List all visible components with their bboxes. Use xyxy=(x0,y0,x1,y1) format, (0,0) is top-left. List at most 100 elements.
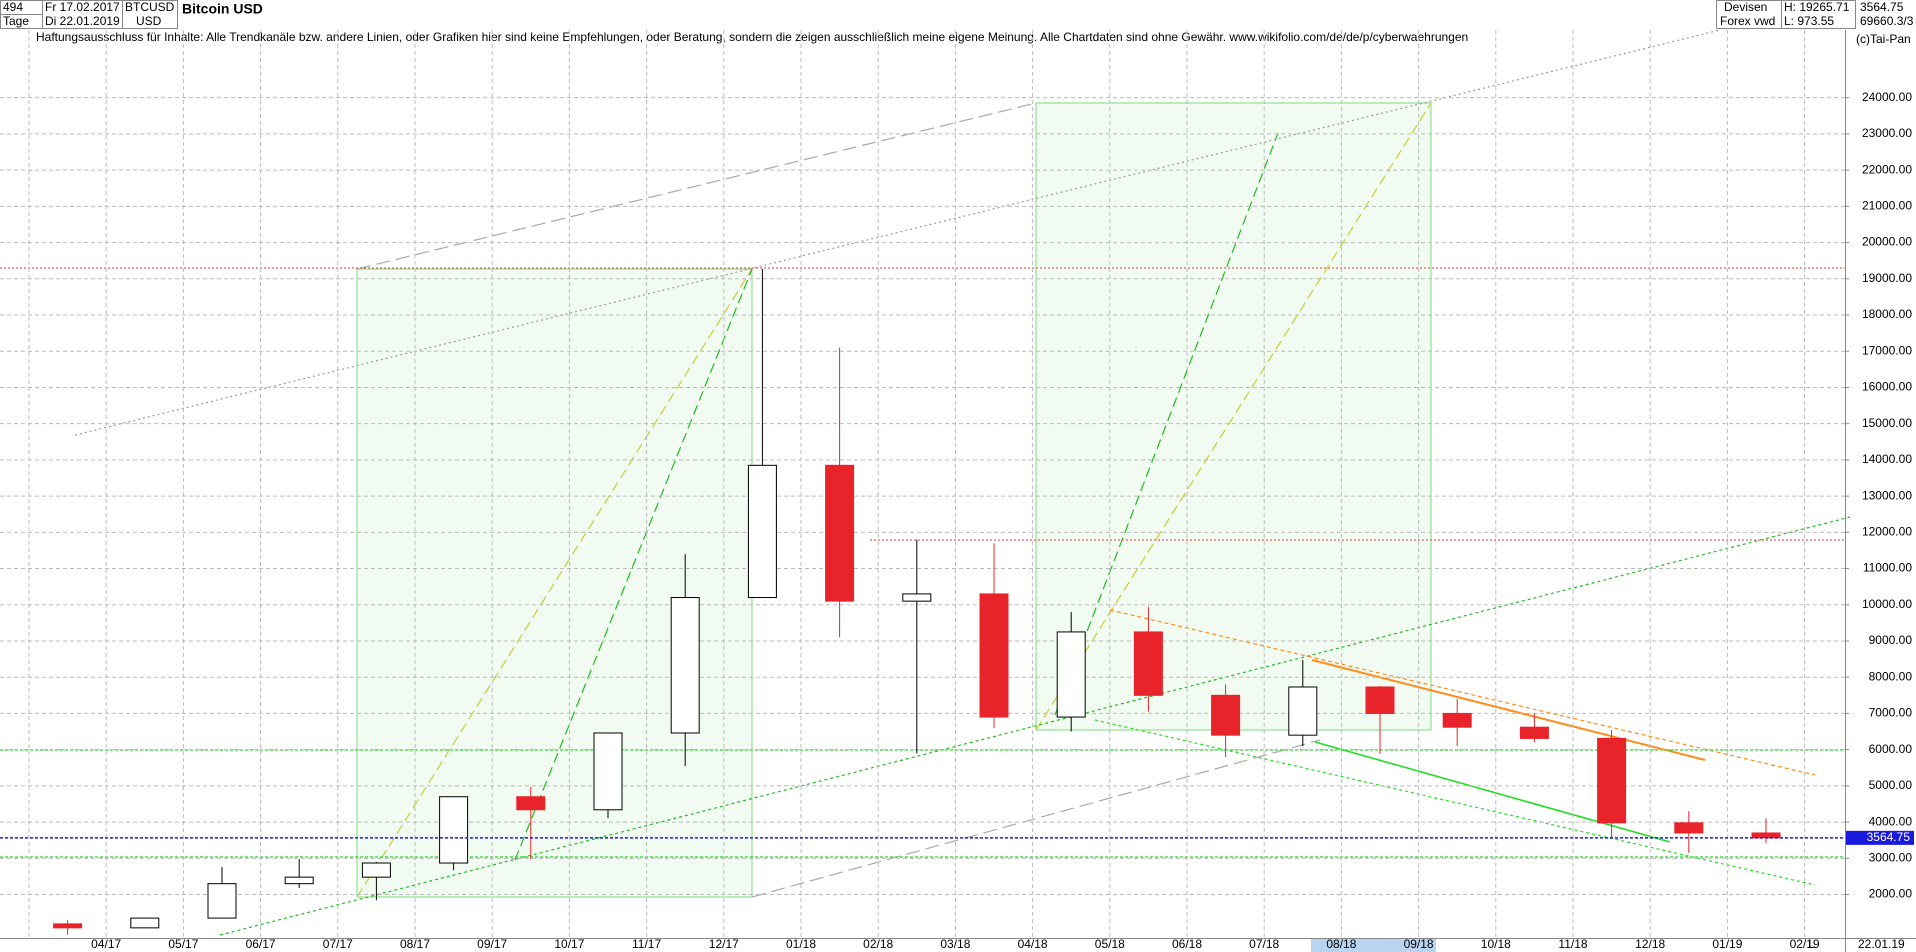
y-tick-label: 15000.00 xyxy=(1862,416,1912,430)
x-tick-label: 03/18 xyxy=(940,937,970,951)
x-tick-label: 02/19 xyxy=(1790,937,1820,951)
y-tick-label: 14000.00 xyxy=(1862,452,1912,466)
candle-body xyxy=(1597,737,1627,824)
footer-mark: L xyxy=(1808,937,1815,951)
y-tick-label: 13000.00 xyxy=(1862,488,1912,502)
period[interactable]: Tage xyxy=(3,14,29,28)
candle-body xyxy=(1442,712,1472,728)
x-tick-label: 08/17 xyxy=(400,937,430,951)
candle-body xyxy=(207,883,237,919)
candle-body xyxy=(1365,686,1395,714)
x-tick-label: 07/17 xyxy=(323,937,353,951)
trendline xyxy=(514,268,753,861)
source: Forex vwd xyxy=(1720,14,1775,28)
x-tick-label: 12/17 xyxy=(709,937,739,951)
x-tick-label: 05/17 xyxy=(168,937,198,951)
candle-body xyxy=(361,862,391,878)
x-tick-label: 11/18 xyxy=(1558,937,1587,951)
volume: 69660.3/3 xyxy=(1860,14,1914,28)
trendline xyxy=(356,102,1037,270)
x-tick-label: 09/18 xyxy=(1404,937,1434,951)
trendline xyxy=(751,739,1321,898)
x-tick-label: 07/18 xyxy=(1249,937,1279,951)
candle-body xyxy=(902,593,932,602)
trendline xyxy=(1109,609,1816,776)
y-tick-label: 6000.00 xyxy=(1869,742,1913,756)
x-tick-label: 11/17 xyxy=(632,937,661,951)
y-tick-label: 9000.00 xyxy=(1869,633,1913,647)
trendline xyxy=(1311,659,1706,761)
y-tick-label: 18000.00 xyxy=(1862,307,1912,321)
y-tick-label: 11000.00 xyxy=(1863,561,1912,575)
x-tick-label: 05/18 xyxy=(1095,937,1125,951)
low: L: 973.55 xyxy=(1784,14,1834,28)
y-tick-label: 19000.00 xyxy=(1862,271,1912,285)
y-tick-label: 7000.00 xyxy=(1869,706,1913,720)
candle-body xyxy=(284,876,314,885)
candle-body xyxy=(979,593,1009,718)
y-tick-label: 4000.00 xyxy=(1869,814,1913,828)
trendline xyxy=(356,268,753,898)
last-price-box xyxy=(1846,830,1914,845)
y-tick-label: 5000.00 xyxy=(1869,778,1913,792)
y-tick-label: 8000.00 xyxy=(1869,669,1913,683)
candle-body xyxy=(1288,686,1318,736)
header-box xyxy=(1781,0,1856,29)
x-tick-label: 09/17 xyxy=(477,937,507,951)
start-date: Fr 17.02.2017 xyxy=(45,0,120,14)
trendline xyxy=(1035,102,1432,731)
plot: 2000.00 3000.00 4000.00 5000.00 6000.00 7000.… xyxy=(0,30,1914,951)
candle-body xyxy=(747,464,777,599)
candle-body xyxy=(825,464,855,602)
y-tick-label: 21000.00 xyxy=(1862,199,1912,213)
currency: USD xyxy=(136,14,162,28)
y-tick-label: 2000.00 xyxy=(1869,887,1913,901)
candle-body xyxy=(593,732,623,811)
count[interactable]: 494 xyxy=(3,0,23,14)
trendline xyxy=(219,516,1851,936)
candle-body xyxy=(1056,631,1086,718)
y-tick-label: 23000.00 xyxy=(1862,126,1912,140)
y-tick-label: 10000.00 xyxy=(1862,597,1912,611)
candle-body xyxy=(1133,631,1163,696)
copyright: (c)Tai-Pan xyxy=(1856,32,1911,46)
header-box xyxy=(122,0,178,29)
y-tick-label: 22000.00 xyxy=(1862,162,1912,176)
x-tick-label: 12/18 xyxy=(1635,937,1665,951)
candle-body xyxy=(670,597,700,734)
trendline xyxy=(1054,132,1279,716)
y-tick-label: 3000.00 xyxy=(1869,850,1913,864)
y-tick-label: 20000.00 xyxy=(1862,235,1912,249)
last-price-label: 3564.75 xyxy=(1867,830,1911,844)
x-tick-label: 04/18 xyxy=(1018,937,1048,951)
candle-body xyxy=(439,796,469,864)
disclaimer: Haftungsausschluss für Inhalte: Alle Tre… xyxy=(36,30,1468,44)
x-tick-label: 06/18 xyxy=(1172,937,1202,951)
x-tick-label: 08/18 xyxy=(1326,937,1356,951)
market: Devisen xyxy=(1724,0,1767,14)
x-tick-label: 10/17 xyxy=(554,937,584,951)
x-tick-label: 01/19 xyxy=(1712,937,1742,951)
candle-body xyxy=(130,917,160,929)
x-tick-label: 10/18 xyxy=(1481,937,1511,951)
trendline xyxy=(1314,741,1671,843)
time-highlight xyxy=(1311,939,1436,952)
last: 3564.75 xyxy=(1860,0,1904,14)
symbol: BTCUSD xyxy=(125,0,175,14)
x-tick-label: 01/18 xyxy=(786,937,816,951)
chart-title: Bitcoin USD xyxy=(182,1,263,17)
x-tick-label: 06/17 xyxy=(246,937,276,951)
y-tick-label: 16000.00 xyxy=(1862,380,1912,394)
candle-body xyxy=(53,923,83,929)
grid xyxy=(0,30,1845,938)
candle-body xyxy=(1211,694,1241,736)
y-tick-label: 24000.00 xyxy=(1862,90,1912,104)
y-tick-label: 17000.00 xyxy=(1862,343,1912,357)
x-tick-label: 04/17 xyxy=(91,937,121,951)
high: H: 19265.71 xyxy=(1784,0,1850,14)
candle-body xyxy=(1674,822,1704,834)
x-tick-label: 02/18 xyxy=(863,937,893,951)
footer-date: 22.01.19 xyxy=(1858,937,1905,951)
candle-body xyxy=(516,796,546,811)
